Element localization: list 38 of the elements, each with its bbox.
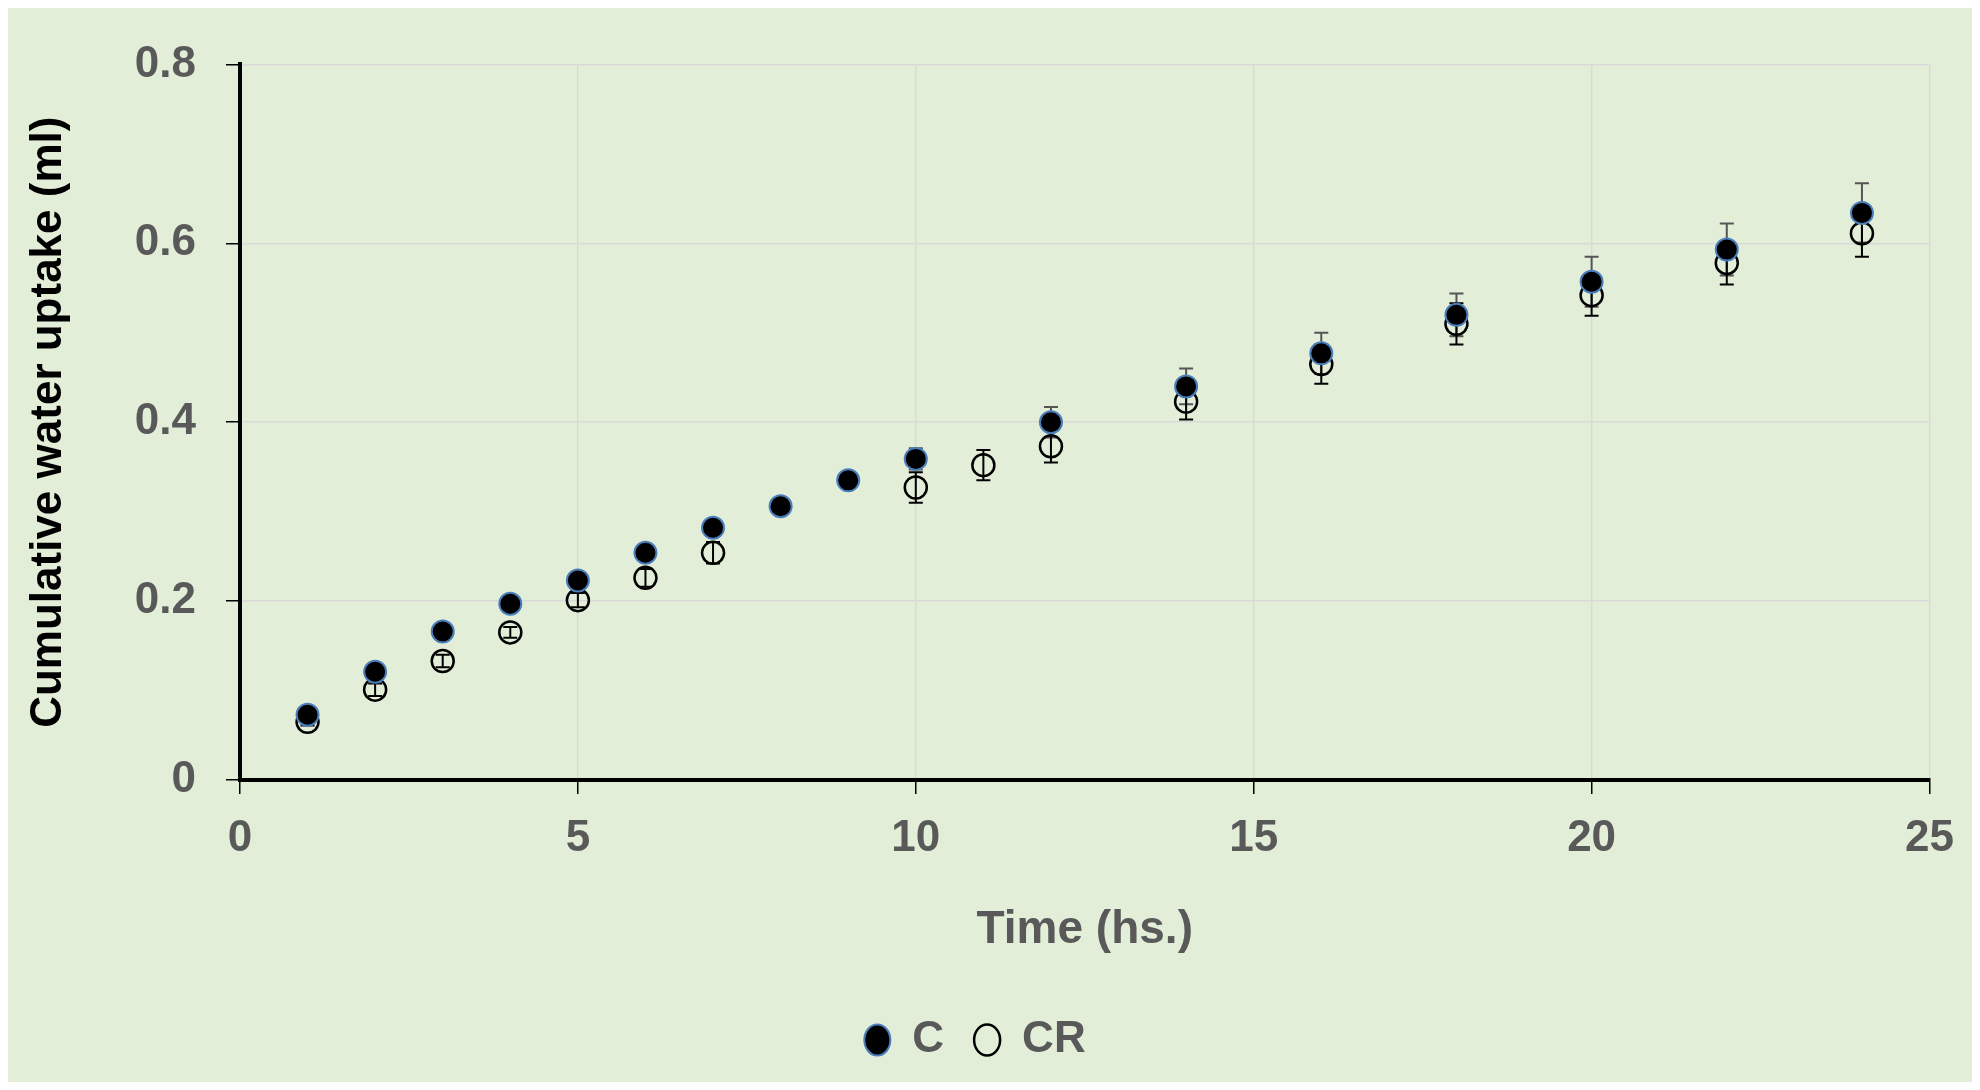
point [836,468,861,493]
point [1174,374,1199,399]
x-tick-label: 10 [891,810,941,860]
legend-label: C [912,1012,945,1062]
x-axis-title: Time (hs.) [976,901,1193,954]
point [768,494,793,519]
point [903,475,929,500]
point [430,648,455,674]
legend-label: CR [1022,1012,1086,1062]
point [700,540,726,566]
point [1444,302,1469,327]
y-tick-label: 0.4 [134,394,197,444]
point [430,619,455,644]
point [1579,269,1604,294]
x-tick-label: 25 [1905,810,1955,860]
point [498,591,523,616]
point [363,659,388,684]
point [633,540,658,565]
y-tick-label: 0 [171,752,196,802]
point [1849,200,1874,225]
point [565,587,591,613]
point [295,702,320,727]
point [565,568,590,593]
point [1714,237,1739,262]
point [1038,434,1064,459]
point [1849,221,1875,246]
x-tick-label: 0 [227,810,253,860]
y-tick-label: 0.2 [134,573,196,623]
x-tick-label: 15 [1229,810,1279,860]
point [498,620,523,645]
y-axis-title: Cumulative water uptake (ml) [20,116,70,728]
x-tick-label: 20 [1567,810,1617,860]
y-tick-label: 0.8 [134,36,196,86]
y-tick-label: 0.6 [134,215,196,265]
point [1038,410,1063,435]
point [701,515,726,540]
x-tick-label: 5 [565,810,591,860]
point [1309,341,1334,366]
